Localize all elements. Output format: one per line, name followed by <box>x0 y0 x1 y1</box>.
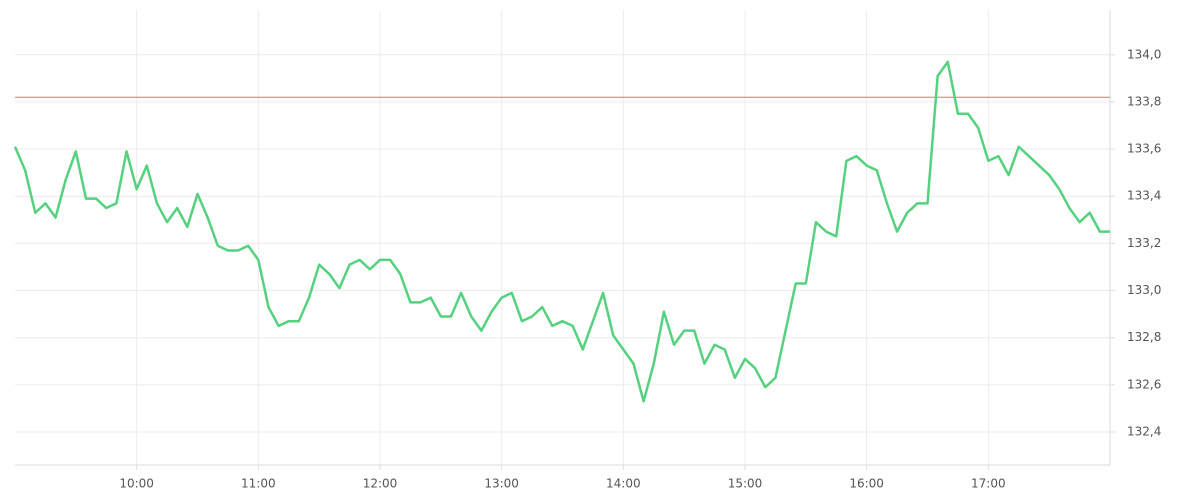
x-tick-label: 15:00 <box>728 477 763 491</box>
y-tick-label: 133,0 <box>1127 283 1161 297</box>
y-tick-label: 132,6 <box>1127 377 1161 391</box>
y-tick-label: 133,2 <box>1127 236 1161 250</box>
x-tick-label: 12:00 <box>363 477 398 491</box>
y-tick-label: 134,0 <box>1127 47 1161 61</box>
y-tick-label: 132,4 <box>1127 424 1161 438</box>
y-tick-label: 133,4 <box>1127 189 1161 203</box>
price-line <box>13 60 1110 403</box>
x-tick-label: 13:00 <box>484 477 519 491</box>
x-tick-label: 14:00 <box>606 477 641 491</box>
y-tick-label: 133,8 <box>1127 94 1161 108</box>
x-tick-label: 10:00 <box>119 477 154 491</box>
x-tick-label: 17:00 <box>971 477 1006 491</box>
x-tick-label: 16:00 <box>849 477 884 491</box>
x-tick-label: 11:00 <box>241 477 276 491</box>
y-tick-label: 133,6 <box>1127 142 1161 156</box>
y-tick-label: 132,8 <box>1127 330 1161 344</box>
